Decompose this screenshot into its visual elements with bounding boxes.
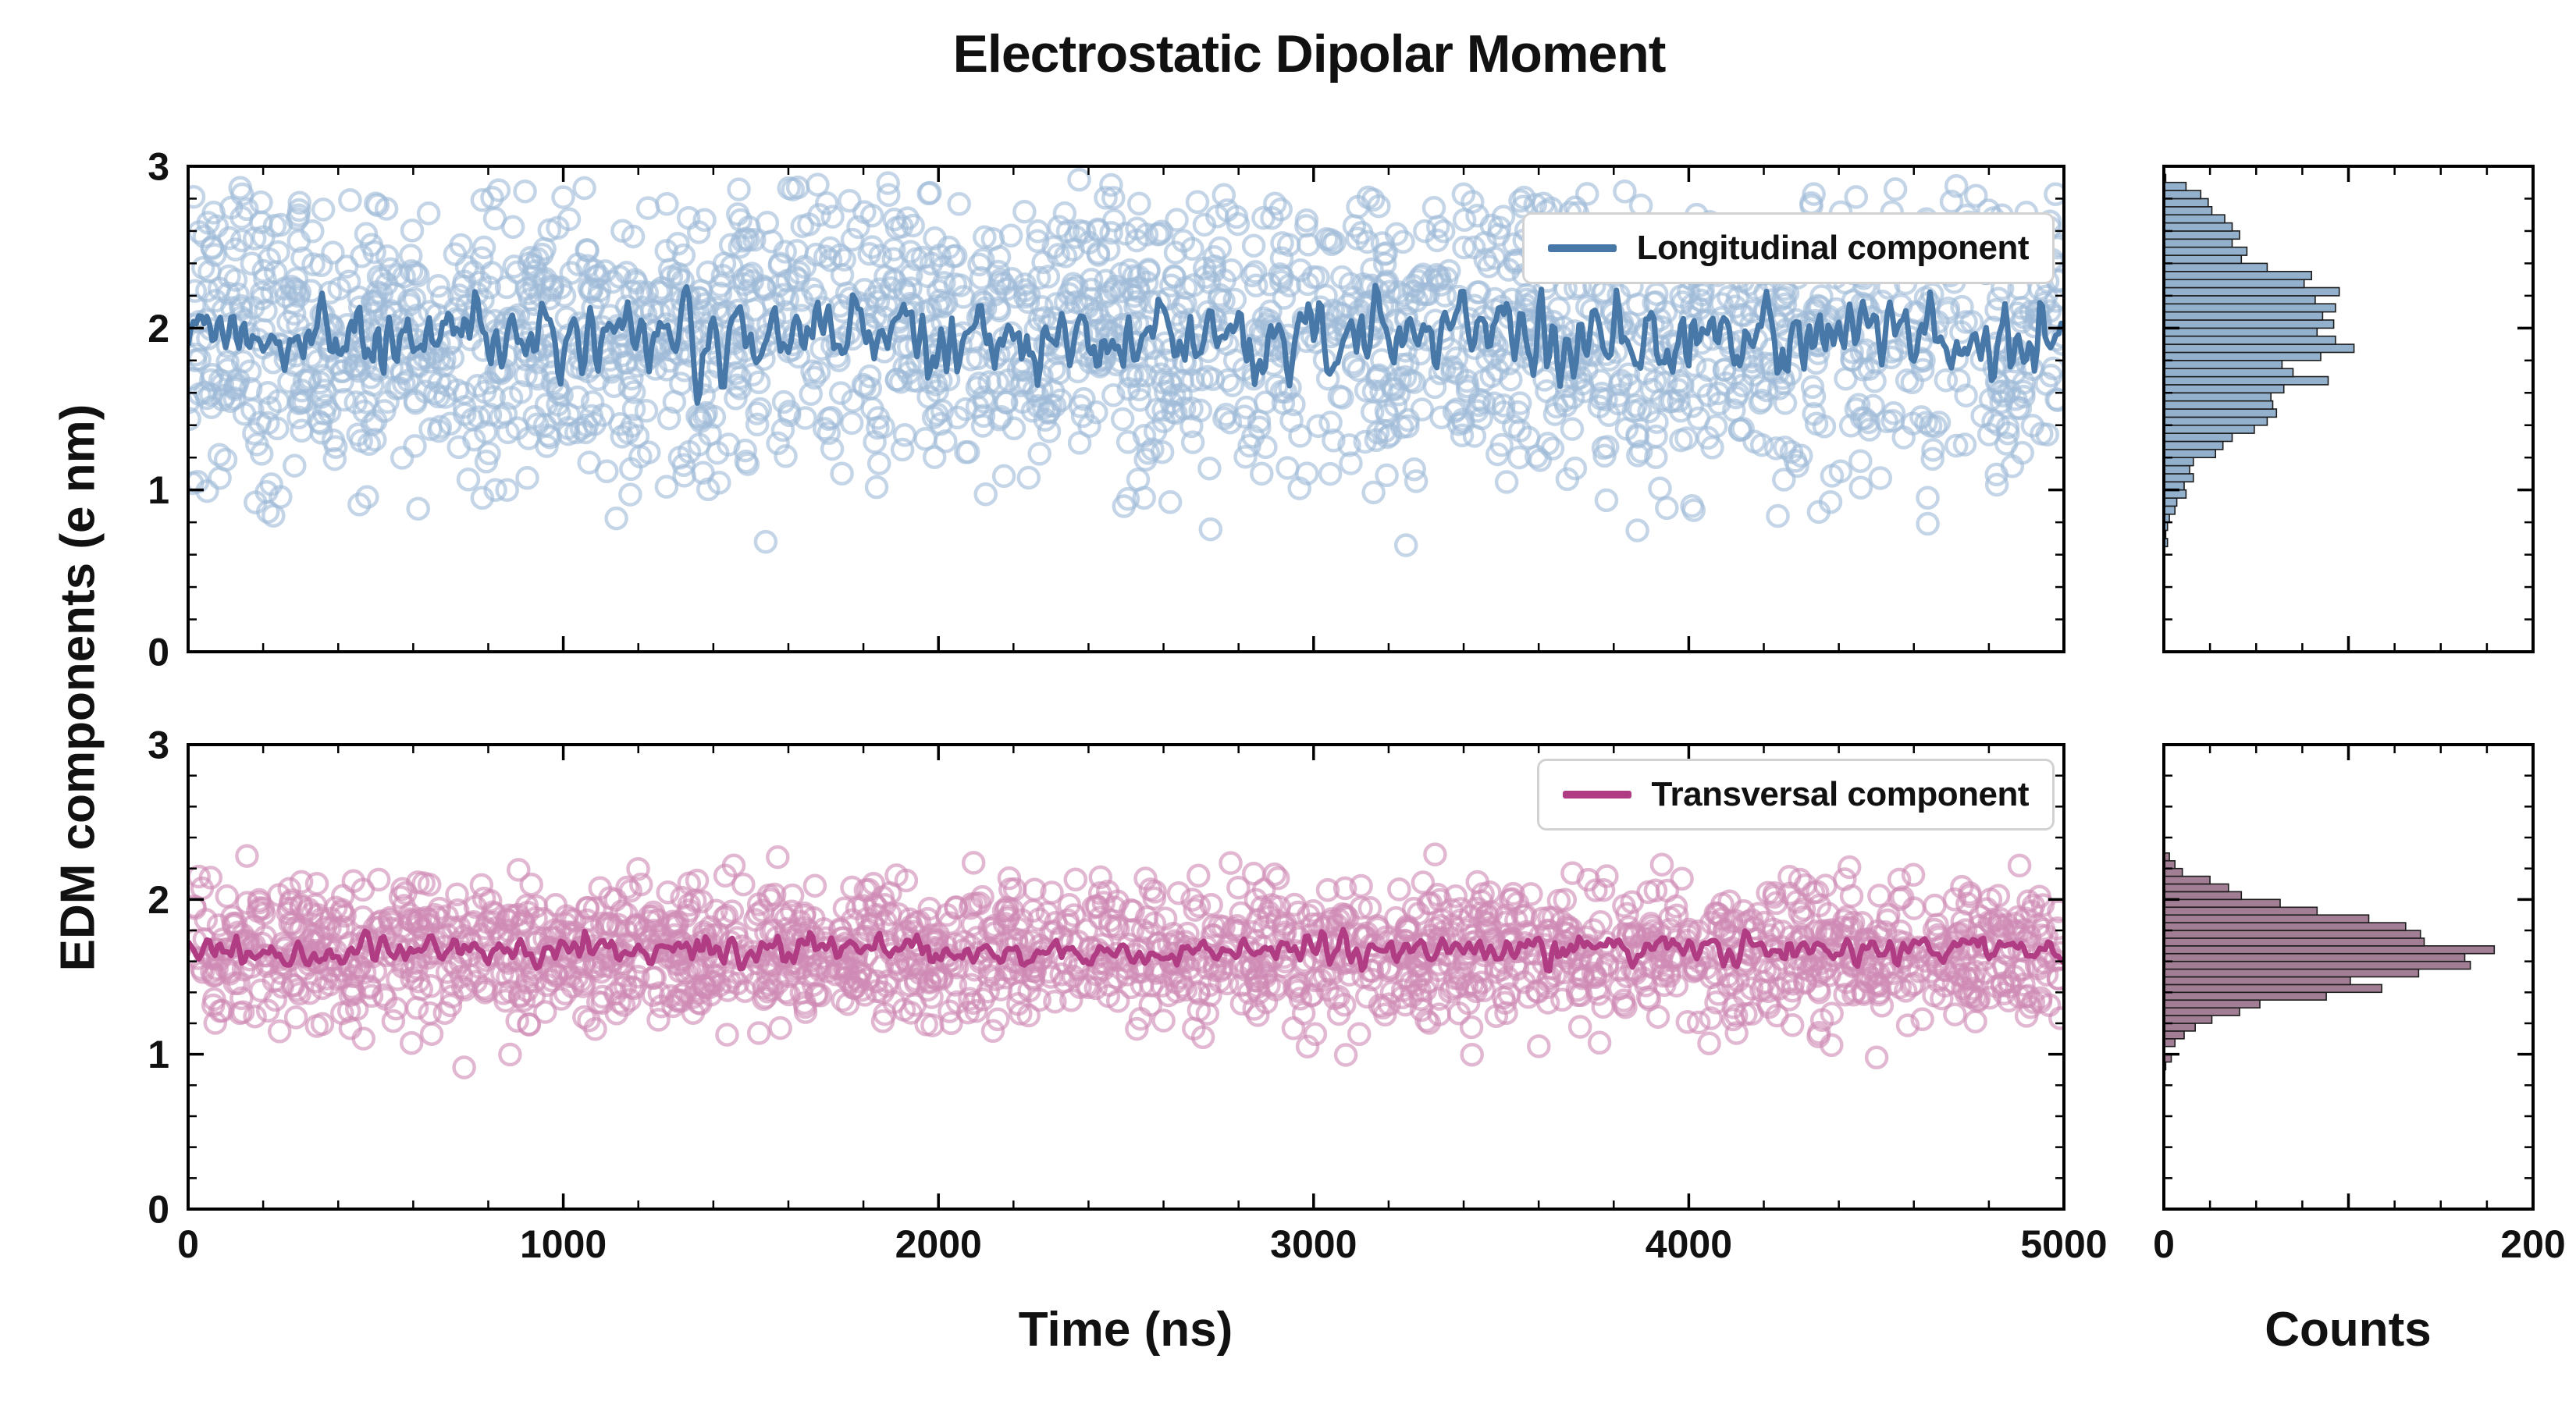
main-top-main-axes: 0 1 2 3: [148, 145, 2065, 674]
hist-bar: [2163, 860, 2176, 870]
hist-bar: [2163, 359, 2283, 369]
hist-bar: [2163, 222, 2233, 232]
hist-bar: [2163, 375, 2329, 386]
hist-bar: [2163, 937, 2425, 947]
hist-bar: [2163, 448, 2216, 458]
hist-bar: [2163, 883, 2229, 893]
transversal-component-scatter: [188, 842, 2064, 1080]
hist-bar: [2163, 408, 2278, 418]
hist-bar: [2163, 295, 2316, 305]
hist-bar: [2163, 1015, 2213, 1024]
hist-bar: [2163, 424, 2255, 434]
hist-bar: [2163, 991, 2327, 1001]
legend-line-swatch-longitudinal: [1547, 244, 1617, 252]
hist-bottom-histogram-axes: 0 200: [2153, 743, 2566, 1266]
x-axis-label: Time (ns): [1018, 1303, 1233, 1357]
hist-bar: [2163, 1030, 2185, 1040]
legend-transversal: Transversal component: [1536, 759, 2055, 831]
x-tick-label: 5000: [2020, 1222, 2107, 1266]
hist-bar: [2163, 190, 2202, 200]
x-tick-label: 2000: [895, 1222, 982, 1266]
x-tick-label: 0: [2153, 1222, 2175, 1266]
hist-bar: [2163, 432, 2233, 443]
hist-bar: [2163, 1023, 2197, 1032]
hist-bar: [2163, 254, 2243, 265]
hist-bar: [2163, 960, 2471, 970]
main-bottom-main-axes: 0 1000 2000 3000 4000 5000 0 1 2 3: [148, 724, 2107, 1267]
hist-bar: [2163, 181, 2187, 191]
hist-bar: [2163, 875, 2211, 885]
y-tick-label: 1: [148, 468, 169, 512]
y-tick-label: 2: [148, 307, 169, 350]
hist-bar: [2163, 335, 2336, 345]
x-tick-label: 0: [177, 1222, 199, 1266]
chart-title: Electrostatic Dipolar Moment: [952, 24, 1667, 84]
hist-bar: [2163, 457, 2194, 467]
hist-bar: [2163, 303, 2336, 313]
hist-bar: [2163, 984, 2382, 994]
hist-bar: [2163, 270, 2312, 280]
legend-line-swatch-transversal: [1562, 791, 1631, 799]
hist-bar: [2163, 953, 2466, 962]
y-axis-label: EDM components (e nm): [51, 404, 105, 972]
hist-bar: [2163, 392, 2272, 402]
hist-bar: [2163, 945, 2496, 955]
hist-bar: [2163, 197, 2209, 208]
hist-bar: [2163, 968, 2420, 978]
hist-bar: [2163, 898, 2281, 909]
hist-bar: [2163, 999, 2261, 1009]
hist-bar: [2163, 464, 2190, 475]
hist-bar: [2163, 505, 2176, 515]
hist-bar: [2163, 473, 2194, 483]
y-tick-label: 0: [148, 631, 169, 674]
y-tick-label: 3: [148, 145, 169, 189]
y-tick-label: 0: [148, 1188, 169, 1232]
hist-bar: [2163, 440, 2224, 450]
hist-bar: [2163, 343, 2355, 354]
hist-bar: [2163, 1038, 2176, 1048]
hist-bar: [2163, 351, 2322, 361]
hist-bar: [2163, 368, 2294, 378]
hist-bar: [2163, 311, 2324, 321]
x-tick-label: 4000: [1646, 1222, 1732, 1266]
hist-bar: [2163, 1007, 2240, 1016]
hist-top-histogram-axes: [2162, 165, 2535, 653]
hist-bar: [2163, 246, 2248, 256]
y-tick-label: 2: [148, 878, 169, 922]
hist-bar: [2163, 384, 2285, 394]
hist-bar: [2163, 230, 2240, 240]
hist-bar: [2163, 976, 2351, 986]
hist-bar: [2163, 930, 2421, 939]
longitudinal-counts-bars: [2163, 173, 2355, 548]
transversal-component-line: [188, 927, 2064, 974]
hist-bar: [2163, 906, 2318, 916]
hist-bar: [2163, 416, 2268, 426]
hist-bar: [2163, 205, 2213, 215]
hist-bar: [2163, 914, 2370, 923]
legend-longitudinal: Longitudinal component: [1521, 212, 2055, 284]
hist-bar: [2163, 319, 2335, 329]
hist-bar: [2163, 922, 2407, 931]
hist-bar: [2163, 238, 2233, 248]
hist-bar: [2163, 286, 2340, 297]
hist-bar: [2163, 497, 2178, 507]
hist-bar: [2163, 214, 2226, 224]
x-tick-label: 1000: [520, 1222, 607, 1266]
hist-bar: [2163, 867, 2183, 877]
x-tick-label: 3000: [1270, 1222, 1357, 1266]
transversal-counts-bars: [2163, 852, 2496, 1071]
hist-bar: [2163, 279, 2305, 289]
y-tick-label: 1: [148, 1033, 169, 1076]
legend-label-longitudinal: Longitudinal component: [1636, 229, 2030, 267]
y-tick-label: 3: [148, 724, 169, 767]
longitudinal-component-line: [188, 283, 2064, 406]
counts-axis-label: Counts: [2265, 1303, 2432, 1357]
hist-bar: [2163, 262, 2268, 272]
hist-bar: [2163, 400, 2274, 410]
x-tick-label: 200: [2500, 1222, 2565, 1266]
hist-bar: [2163, 327, 2318, 337]
legend-label-transversal: Transversal component: [1651, 775, 2030, 813]
